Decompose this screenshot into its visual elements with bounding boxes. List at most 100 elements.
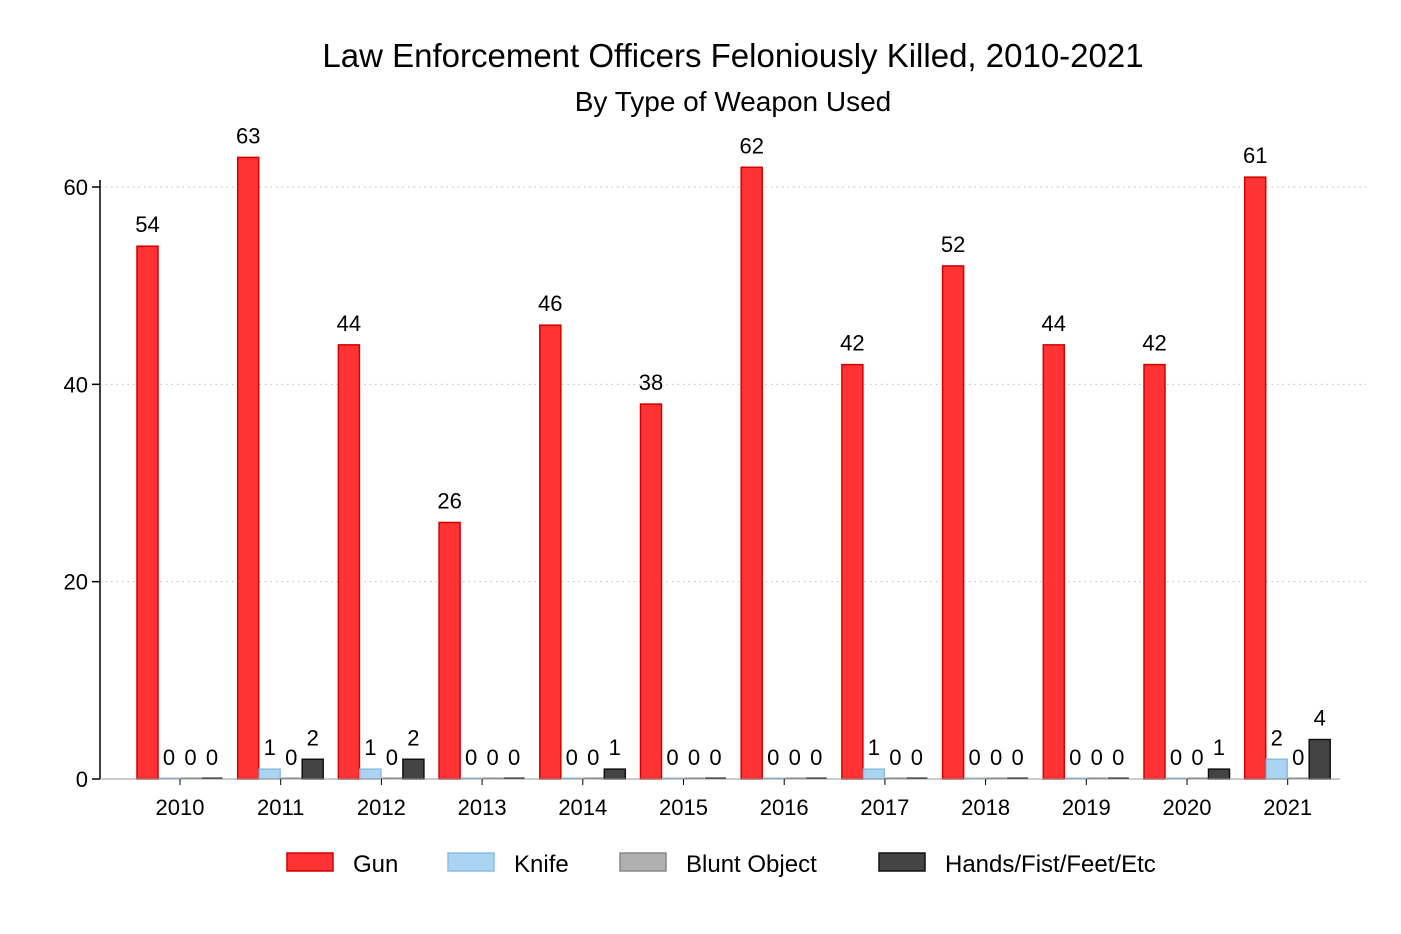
bar-group: 460 0 1 [538, 291, 627, 780]
data-label: 0 [566, 745, 578, 770]
bar-group: 620 0 0 [739, 133, 827, 780]
data-label: 0 [968, 745, 980, 770]
data-label: 0 [789, 745, 801, 770]
bar [784, 777, 806, 779]
bar [1042, 344, 1066, 780]
bar [985, 777, 1007, 779]
bar [906, 777, 928, 779]
data-label: 0 [587, 745, 599, 770]
data-label: 0 [1191, 745, 1203, 770]
data-label: 0 [163, 745, 175, 770]
x-tick-label: 2012 [357, 795, 406, 820]
bar [662, 777, 683, 779]
data-label: 26 [437, 488, 461, 513]
bar [1207, 768, 1231, 780]
bar [639, 403, 663, 780]
data-label: 54 [135, 212, 159, 237]
data-label: 2 [1271, 725, 1283, 750]
bar [402, 758, 425, 780]
data-label: 1 [364, 735, 376, 760]
legend-label: Knife [514, 851, 569, 878]
data-label: 0 [1112, 745, 1124, 770]
data-label: 0 [688, 745, 700, 770]
data-label: 42 [840, 331, 864, 356]
bar [280, 777, 302, 779]
data-label: 62 [739, 133, 763, 158]
x-tick-label: 2010 [156, 795, 205, 820]
y-tick-label: 40 [64, 372, 88, 397]
data-label: 0 [285, 745, 297, 770]
bar [1243, 176, 1267, 780]
x-tick-label: 2016 [760, 795, 809, 820]
legend-item: Hands/Fist/Feet/Etc [878, 851, 1156, 878]
bar [884, 777, 906, 779]
x-axis-ticks: 2010 2011 2012 2013 2014 2015 2016 2017 2018 2019… [156, 779, 1312, 820]
bar [1143, 363, 1166, 780]
grid-lines [100, 186, 1366, 583]
data-label: 2 [407, 725, 419, 750]
data-label: 0 [1170, 745, 1182, 770]
data-label: 0 [767, 745, 779, 770]
bar-group: 421 0 0 [840, 331, 928, 780]
data-label: 61 [1243, 143, 1267, 168]
data-label: 1 [1213, 735, 1225, 760]
y-tick-label: 60 [64, 175, 88, 200]
bar-group: 520 0 0 [941, 232, 1029, 780]
legend-item: Gun [286, 851, 398, 878]
legend-swatch [286, 852, 334, 872]
legend-label: Gun [353, 851, 398, 878]
legend: Gun Knife Blunt Object Hands/Fist/Feet/Etc [286, 851, 1156, 878]
data-label: 1 [264, 735, 276, 760]
data-label: 42 [1142, 331, 1166, 356]
data-label: 1 [609, 735, 621, 760]
legend-label: Hands/Fist/Feet/Etc [945, 851, 1156, 878]
bar [136, 245, 159, 780]
data-label: 63 [236, 123, 260, 148]
x-tick-label: 2014 [558, 795, 607, 820]
x-tick-label: 2021 [1263, 795, 1312, 820]
data-label: 1 [868, 735, 880, 760]
bar-group: 540 0 0 [135, 212, 223, 780]
bar [1308, 738, 1331, 780]
bar [1064, 777, 1086, 779]
y-tick-label: 20 [64, 570, 88, 595]
bar [1265, 758, 1288, 780]
data-label: 0 [1069, 745, 1081, 770]
bar [381, 777, 403, 779]
data-label: 0 [810, 745, 822, 770]
data-label: 0 [206, 745, 218, 770]
bar [841, 363, 864, 780]
bar [964, 777, 986, 779]
bar [762, 777, 784, 779]
bar [158, 777, 180, 779]
legend-swatch [619, 852, 667, 872]
x-tick-label: 2017 [860, 795, 909, 820]
data-label: 0 [666, 745, 678, 770]
bar [236, 156, 260, 780]
bar-group: 61 204 [1243, 143, 1331, 780]
data-label: 44 [1042, 311, 1066, 336]
legend-item: Knife [447, 851, 569, 878]
bar [460, 777, 482, 779]
x-tick-label: 2020 [1163, 795, 1212, 820]
chart-title: Law Enforcement Officers Feloniously Kil… [322, 37, 1143, 74]
bar [805, 777, 827, 779]
legend-swatch [447, 852, 495, 872]
data-label: 0 [990, 745, 1002, 770]
data-label: 52 [941, 232, 965, 257]
bar [258, 768, 281, 780]
data-label: 0 [465, 745, 477, 770]
bar [1107, 777, 1129, 779]
bar [1165, 777, 1187, 779]
bar [941, 265, 965, 780]
data-label: 0 [1011, 745, 1023, 770]
data-label: 0 [508, 745, 520, 770]
data-label: 0 [1292, 745, 1304, 770]
legend-label: Blunt Object [686, 851, 817, 878]
bar [561, 777, 583, 779]
bar-group: 260 0 0 [437, 488, 525, 780]
bar [301, 758, 324, 780]
bar [683, 777, 705, 779]
bar [539, 324, 562, 780]
